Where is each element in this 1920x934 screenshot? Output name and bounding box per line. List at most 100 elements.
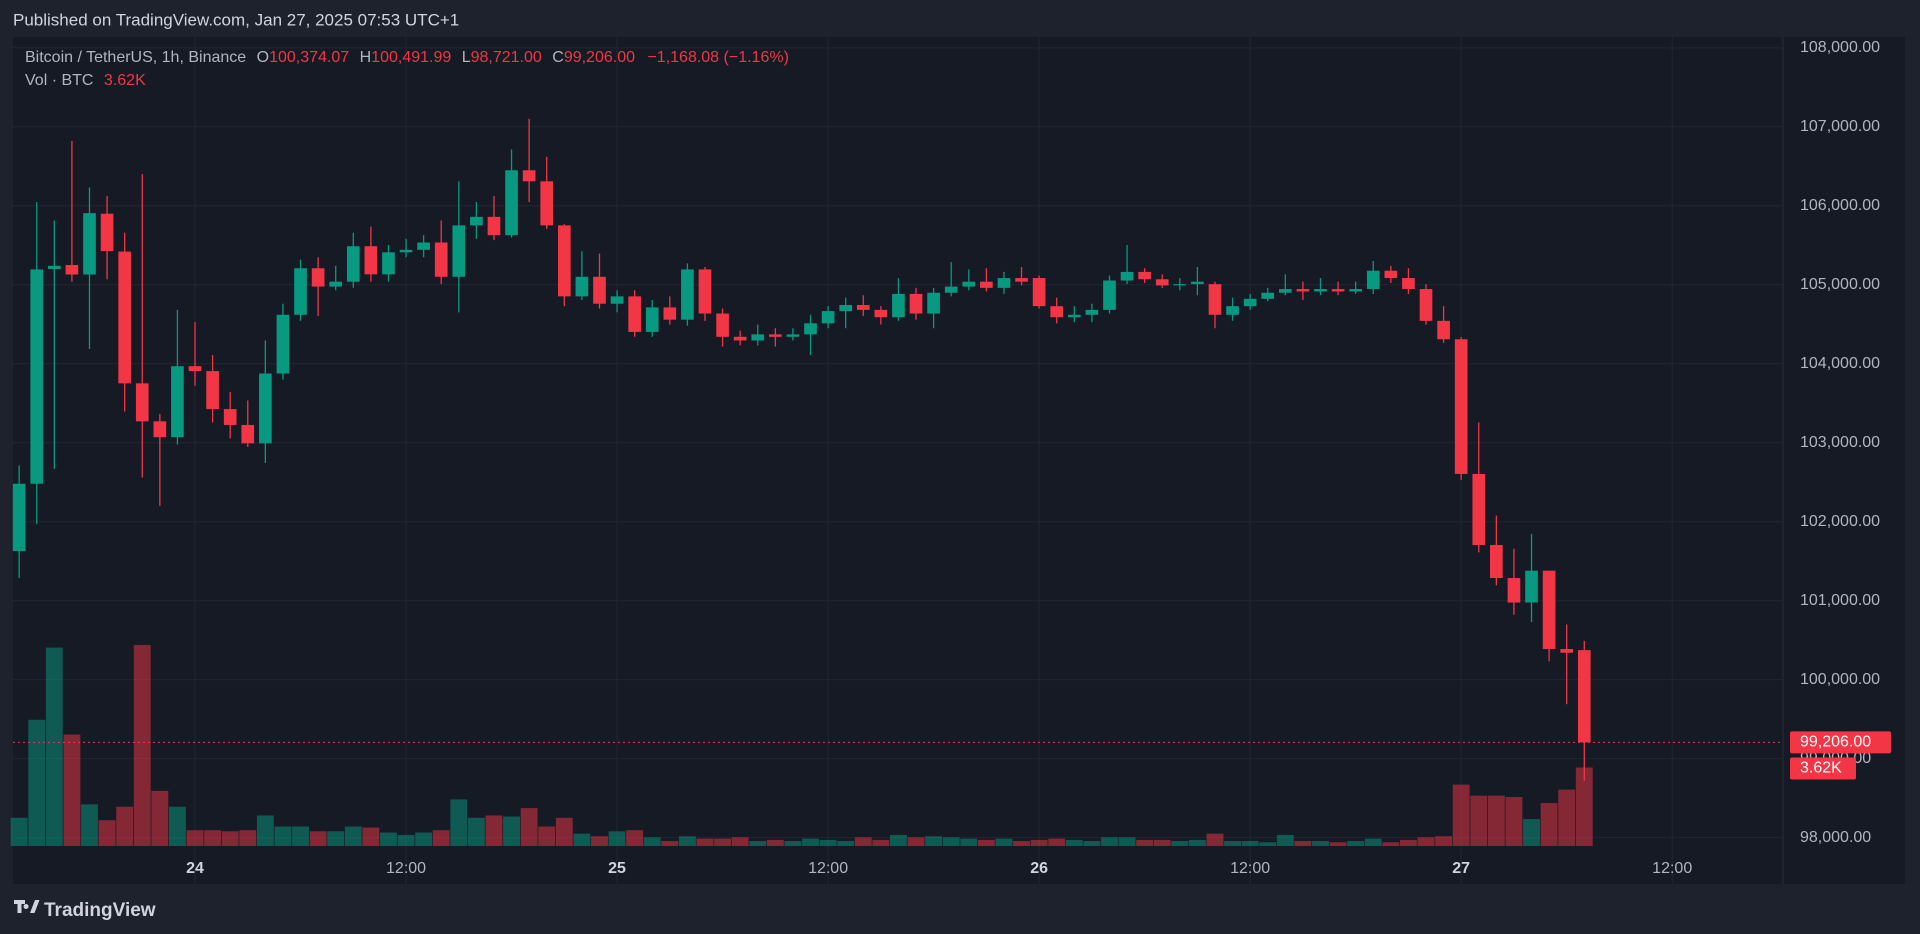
volume-bar xyxy=(1347,841,1365,846)
y-tick-label: 105,000.00 xyxy=(1800,276,1880,293)
candle-body xyxy=(1085,309,1099,315)
candle-body xyxy=(1067,314,1081,318)
volume-bar xyxy=(1048,838,1066,846)
volume-bar xyxy=(81,804,98,846)
candle-body xyxy=(681,269,694,320)
volume-bar xyxy=(731,837,749,846)
volume-bar xyxy=(309,831,327,846)
volume-bar xyxy=(1136,839,1154,846)
volume-bar xyxy=(221,831,239,846)
volume-badge xyxy=(1790,757,1856,780)
volume-bar xyxy=(1505,796,1523,846)
volume-bar xyxy=(977,839,995,846)
volume-bar xyxy=(63,734,81,846)
candle-body xyxy=(1366,270,1380,290)
volume-bar xyxy=(907,837,925,846)
candle-body xyxy=(628,296,641,332)
candle-body xyxy=(12,483,26,552)
volume-bar xyxy=(1276,834,1294,846)
volume-bar xyxy=(661,841,679,846)
change: −1,168.08 (−1.16%) xyxy=(647,49,788,66)
y-tick-label: 100,000.00 xyxy=(1800,671,1880,688)
volume-bar xyxy=(1417,837,1435,846)
candle-body xyxy=(557,225,571,297)
o-key: O xyxy=(257,49,269,66)
volume-bar xyxy=(1452,784,1470,846)
candle-body xyxy=(522,170,536,182)
volume-bar xyxy=(784,841,802,846)
volume-bar xyxy=(1487,795,1505,846)
candle-body xyxy=(944,286,958,293)
candle-body xyxy=(1226,306,1239,315)
candle-body xyxy=(1191,281,1204,285)
x-tick-label: 26 xyxy=(1030,860,1048,877)
volume-bar xyxy=(1523,819,1540,846)
candle-body xyxy=(962,281,976,287)
candle-body xyxy=(135,383,149,422)
vol-title: Vol · BTC xyxy=(25,72,93,89)
candle-body xyxy=(1032,278,1046,307)
candle-body xyxy=(1296,289,1310,292)
logo-mark xyxy=(14,900,40,913)
volume-bar xyxy=(1470,795,1488,846)
volume-bar xyxy=(749,841,767,846)
volume-bar xyxy=(1188,839,1206,846)
candle-body xyxy=(241,424,255,444)
volume-bar xyxy=(1435,836,1453,846)
x-tick-label: 12:00 xyxy=(386,860,426,877)
candle-body xyxy=(294,268,307,315)
candle-body xyxy=(1542,570,1556,650)
volume-bar xyxy=(1540,803,1558,846)
candle-body xyxy=(153,421,167,438)
volume-bar xyxy=(503,816,520,846)
volume-bar xyxy=(415,832,433,846)
volume-bar xyxy=(1206,833,1224,846)
y-tick-label: 98,000.00 xyxy=(1800,829,1871,846)
volume-bar xyxy=(1558,789,1576,846)
candle-body xyxy=(1120,271,1134,281)
candle-body xyxy=(909,293,923,314)
candle-body xyxy=(698,269,712,314)
volume-bar xyxy=(1101,837,1118,846)
candle-body xyxy=(610,296,624,304)
volume-bar xyxy=(133,645,151,846)
volume-bar xyxy=(432,830,450,846)
y-tick-label: 101,000.00 xyxy=(1800,592,1880,609)
candle-body xyxy=(434,242,448,277)
volume-bar xyxy=(485,815,503,846)
volume-bar xyxy=(292,826,309,846)
candle-body xyxy=(1507,578,1521,603)
candle-body xyxy=(206,371,219,410)
last-price-label: 99,206.00 xyxy=(1800,734,1871,751)
volume-bar xyxy=(274,826,292,846)
volume-bar xyxy=(344,826,362,846)
volume-bar xyxy=(520,808,538,846)
volume-bar xyxy=(1065,839,1083,846)
volume-bar xyxy=(1030,839,1048,846)
volume-bar xyxy=(573,833,591,846)
brand-logo xyxy=(14,900,40,913)
candle-body xyxy=(786,334,800,337)
volume-bar xyxy=(98,820,116,846)
volume-bar xyxy=(239,830,257,846)
candle-body xyxy=(751,334,765,341)
x-tick-label: 12:00 xyxy=(808,860,848,877)
volume-bar xyxy=(942,837,960,846)
candle-body xyxy=(821,311,835,324)
candle-body xyxy=(1278,289,1292,293)
candle-body xyxy=(1015,278,1028,282)
candle-body xyxy=(804,323,817,335)
volume-bar xyxy=(1083,841,1101,846)
volume-bar xyxy=(116,806,134,846)
volume-bar xyxy=(1329,842,1347,846)
close: 99,206.00 xyxy=(564,49,635,66)
volume-bar xyxy=(186,830,204,846)
volume-bar xyxy=(10,817,28,846)
candle-body xyxy=(83,213,96,275)
volume-bar xyxy=(995,838,1013,846)
volume-bar xyxy=(766,839,784,846)
candle-body xyxy=(399,249,413,253)
candle-body xyxy=(1577,650,1591,743)
volume-bar xyxy=(1241,841,1259,846)
